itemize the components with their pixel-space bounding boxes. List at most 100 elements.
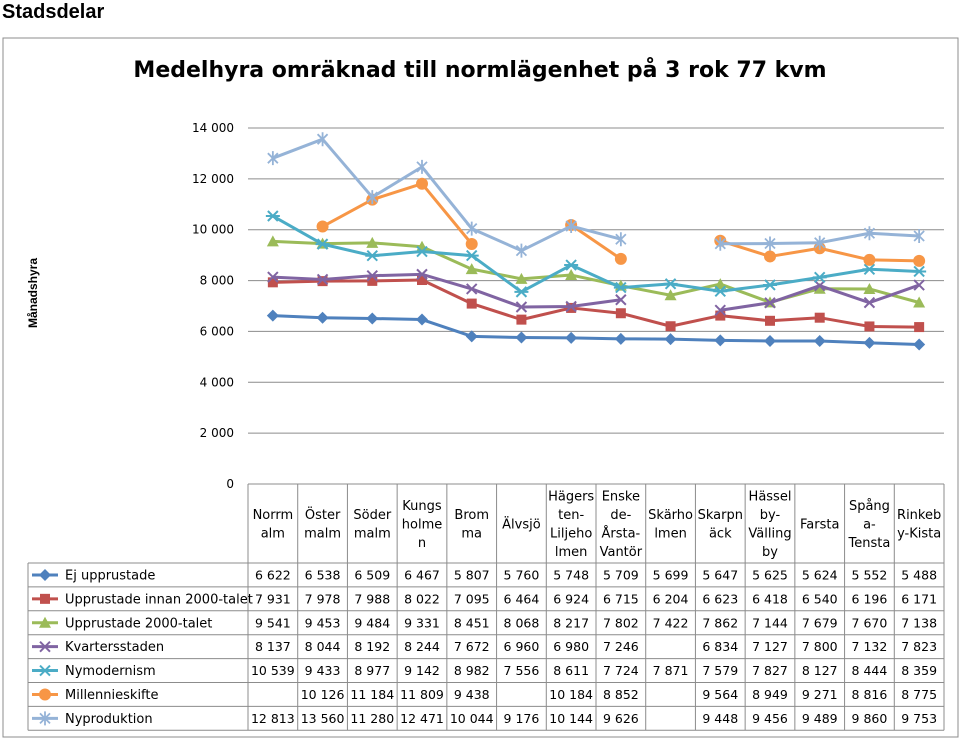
table-cell: 9 453 — [305, 615, 341, 630]
table-cell: 9 484 — [354, 615, 390, 630]
x-category-label: Älvsjö — [502, 516, 541, 532]
data-point — [714, 278, 727, 290]
series-line — [272, 314, 920, 346]
data-point — [863, 296, 876, 309]
series-nyproduktion — [267, 132, 925, 258]
y-tick-labels: 0 2 000 4 000 6 000 8 000 10 000 12 000 14 000 — [192, 121, 234, 491]
series-line — [272, 278, 920, 329]
series-nymodernism — [265, 210, 927, 298]
table-cell: 6 623 — [702, 591, 738, 606]
legend-label: Kvartersstaden — [65, 640, 164, 655]
table-cell: 9 753 — [901, 711, 937, 726]
table-cell: 8 244 — [404, 639, 440, 654]
data-point — [465, 263, 478, 275]
data-point — [266, 235, 279, 247]
legend-entry: Ej upprustade — [32, 568, 155, 583]
y-tick-label: 10 000 — [192, 223, 234, 237]
data-point — [267, 277, 278, 288]
data-point — [515, 272, 528, 284]
series-line — [272, 137, 622, 253]
data-point — [39, 616, 51, 628]
data-point — [466, 221, 478, 236]
x-category-label-line: Farsta — [800, 517, 839, 532]
x-category-label-line: Rinkeb — [897, 508, 941, 523]
x-category-label-line: Kungs — [402, 499, 442, 514]
page-title: Stadsdelar — [2, 1, 105, 23]
x-category-label-line: ten- — [558, 508, 584, 523]
table-cell: 5 552 — [852, 567, 888, 582]
x-category-label-line: n — [418, 536, 426, 551]
table-cell: 6 540 — [802, 591, 838, 606]
data-point — [913, 338, 926, 351]
table-cell: 11 280 — [350, 711, 394, 726]
data-point — [39, 640, 51, 653]
table-cell: 11 809 — [400, 687, 444, 702]
table-cell: 8 611 — [553, 663, 589, 678]
data-point — [714, 304, 726, 316]
table-cell: 5 760 — [504, 567, 540, 582]
data-point — [913, 296, 926, 308]
table-cell: 7 138 — [901, 615, 937, 630]
table-cell: 8 982 — [454, 663, 490, 678]
x-category-label-line: äck — [709, 527, 732, 542]
table-cell: 8 775 — [901, 687, 937, 702]
table-cell: 8 451 — [454, 615, 490, 630]
data-point — [714, 236, 726, 251]
data-point — [265, 210, 280, 222]
data-point — [464, 249, 479, 262]
x-category-label: Skarpn äck — [698, 508, 743, 542]
data-point — [764, 297, 776, 309]
table-cell: 6 467 — [404, 567, 440, 582]
x-category-label-line: by — [762, 545, 778, 560]
table-cell: 10 184 — [549, 687, 593, 702]
data-point — [267, 271, 279, 283]
legend-label: Ej upprustade — [65, 568, 155, 583]
x-category-label: Öster malm — [304, 506, 341, 542]
data-point — [663, 278, 678, 290]
table-cell: 7 931 — [255, 591, 291, 606]
data-point — [863, 336, 876, 349]
table-cell: 5 709 — [603, 567, 639, 582]
data-point — [715, 310, 726, 321]
series-layer — [265, 132, 927, 351]
table-cell: 9 564 — [702, 687, 738, 702]
table-cell: 8 022 — [404, 591, 440, 606]
table-cell: 9 176 — [504, 711, 540, 726]
series-line — [272, 272, 622, 309]
table-cell: 10 126 — [301, 687, 345, 702]
data-point — [39, 568, 51, 581]
data-point — [713, 285, 728, 297]
data-point — [315, 238, 330, 250]
data-point — [813, 334, 826, 347]
data-point — [316, 220, 329, 233]
x-category-label-line: Norrm — [253, 508, 294, 523]
table-cell: 9 860 — [852, 711, 888, 726]
table-cell: 7 672 — [454, 639, 490, 654]
data-point — [913, 254, 926, 267]
x-category-label-line: malm — [304, 527, 341, 542]
x-category-label-line: lmen — [555, 545, 588, 560]
y-tick-label: 12 000 — [192, 172, 234, 186]
y-tick-label: 8 000 — [200, 274, 234, 288]
table-cell: 9 626 — [603, 711, 639, 726]
x-category-label: Farsta — [800, 517, 839, 532]
x-category-label-line: Skarpn — [698, 508, 743, 523]
series-line — [570, 223, 622, 261]
table-cell: 5 624 — [802, 567, 838, 582]
x-category-label-line: Brom — [454, 508, 489, 523]
data-point — [764, 334, 776, 347]
table-cell: 5 699 — [653, 567, 689, 582]
table-cell: 12 471 — [400, 711, 444, 726]
data-point — [416, 268, 428, 281]
table-cell: 10 144 — [549, 711, 593, 726]
data-point — [515, 243, 528, 258]
table-cell: 7 246 — [603, 639, 639, 654]
legend-label: Nymodernism — [65, 664, 156, 679]
x-category-label-line: Årsta- — [601, 526, 640, 542]
table-cell: 7 127 — [752, 639, 788, 654]
y-axis-label: Månadshyra — [26, 258, 40, 328]
x-category-label: Enske de- Årsta- Vantör — [600, 490, 643, 561]
chart-title: Medelhyra omräknad till normlägenhet på … — [133, 57, 826, 83]
data-point — [366, 190, 378, 205]
